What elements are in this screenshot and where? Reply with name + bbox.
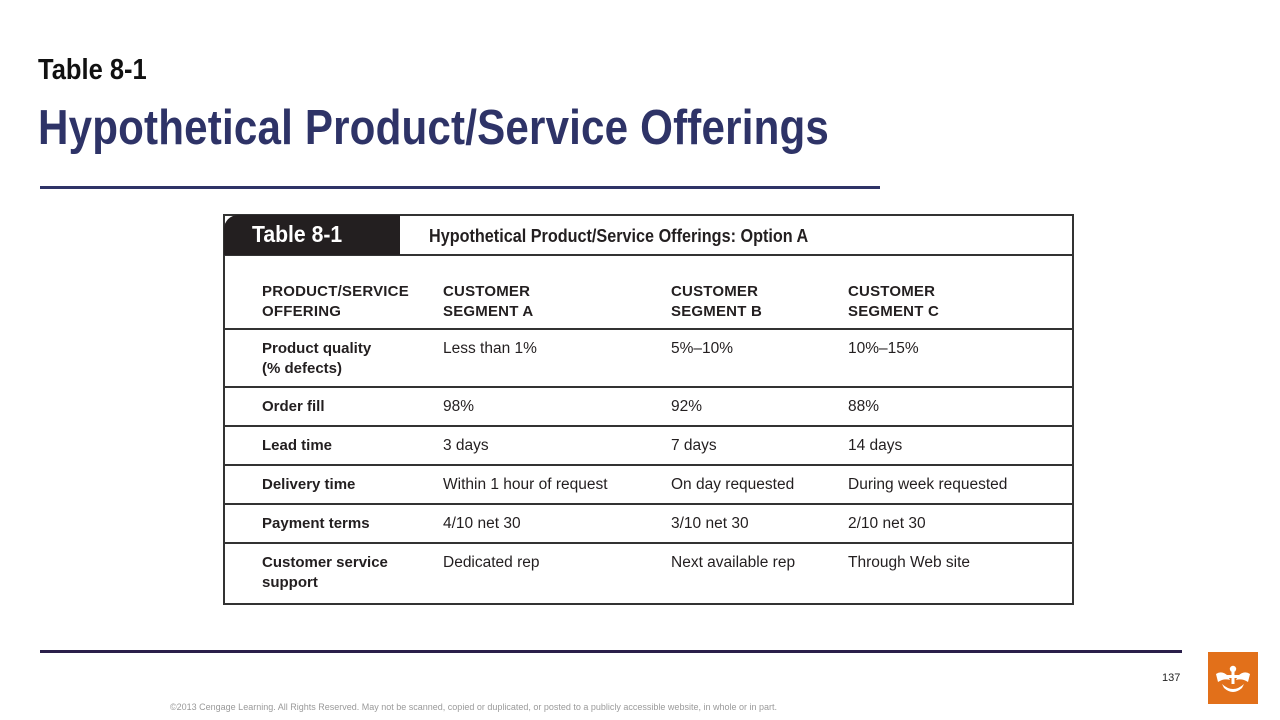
column-header-line: SEGMENT B	[671, 303, 762, 320]
row-label: Payment terms	[262, 515, 370, 532]
copyright-notice: ©2013 Cengage Learning. All Rights Reser…	[170, 702, 777, 712]
table-cell: 98%	[443, 398, 475, 415]
table-cell: Less than 1%	[443, 340, 537, 357]
column-header-line: CUSTOMER	[848, 283, 936, 300]
table-header: Table 8-1 Hypothetical Product/Service O…	[224, 215, 1072, 256]
table-row: Customer service support Dedicated rep N…	[225, 544, 1072, 603]
title-divider	[40, 186, 880, 189]
column-header-offering: PRODUCT/SERVICE OFFERING	[262, 282, 409, 322]
page-number: 137	[1162, 672, 1181, 684]
row-label-line: Product quality	[262, 340, 372, 357]
column-header-segment-a: CUSTOMER SEGMENT A	[443, 282, 533, 322]
table-row: Delivery time Within 1 hour of request O…	[225, 466, 1072, 505]
table-row: Payment terms 4/10 net 30 3/10 net 30 2/…	[225, 505, 1072, 544]
table-cell: 10%–15%	[848, 340, 919, 357]
row-label: Customer service support	[262, 553, 388, 593]
column-header-line: CUSTOMER	[671, 283, 759, 300]
table-row: Order fill 98% 92% 88%	[225, 388, 1072, 427]
slide-label: Table 8-1	[38, 54, 147, 86]
table-cell: Dedicated rep	[443, 554, 540, 571]
column-header-segment-c: CUSTOMER SEGMENT C	[848, 282, 939, 322]
table-row: Lead time 3 days 7 days 14 days	[225, 427, 1072, 466]
table-cell: Within 1 hour of request	[443, 476, 608, 493]
table-caption: Hypothetical Product/Service Offerings: …	[429, 226, 809, 246]
column-header-line: SEGMENT C	[848, 303, 939, 320]
column-header-line: SEGMENT A	[443, 303, 534, 320]
table-cell: 4/10 net 30	[443, 515, 521, 532]
table-tab-label: Table 8-1	[252, 221, 343, 247]
table-cell: 2/10 net 30	[848, 515, 926, 532]
table-cell: On day requested	[671, 476, 795, 493]
table-cell: 7 days	[671, 437, 717, 454]
table-cell: Next available rep	[671, 554, 796, 571]
table-tab: Table 8-1	[224, 215, 400, 255]
column-header-segment-b: CUSTOMER SEGMENT B	[671, 282, 762, 322]
row-label: Delivery time	[262, 476, 356, 493]
column-header-line: PRODUCT/SERVICE	[262, 283, 409, 300]
table-column-headers: PRODUCT/SERVICE OFFERING CUSTOMER SEGMEN…	[225, 256, 1072, 330]
table-cell: Through Web site	[848, 554, 971, 571]
column-header-line: CUSTOMER	[443, 283, 531, 300]
row-label-line: (% defects)	[262, 360, 343, 377]
data-table: Table 8-1 Hypothetical Product/Service O…	[223, 214, 1074, 605]
table-cell: 92%	[671, 398, 703, 415]
row-label: Lead time	[262, 437, 333, 454]
table-cell: 5%–10%	[671, 340, 734, 357]
slide-title: Hypothetical Product/Service Offerings	[38, 101, 830, 155]
row-label-line: support	[262, 574, 318, 591]
column-header-line: OFFERING	[262, 303, 342, 320]
table-cell: During week requested	[848, 476, 1008, 493]
row-label: Order fill	[262, 398, 325, 415]
table-row: Product quality (% defects) Less than 1%…	[225, 330, 1072, 388]
row-label-line: Customer service	[262, 554, 388, 571]
table-cell: 3/10 net 30	[671, 515, 749, 532]
cengage-logo-icon	[1208, 652, 1258, 704]
table-cell: 14 days	[848, 437, 903, 454]
table-cell: 3 days	[443, 437, 489, 454]
row-label: Product quality (% defects)	[262, 339, 371, 379]
logo-mark-icon	[1216, 665, 1250, 692]
footer-divider	[40, 650, 1182, 653]
table-cell: 88%	[848, 398, 880, 415]
